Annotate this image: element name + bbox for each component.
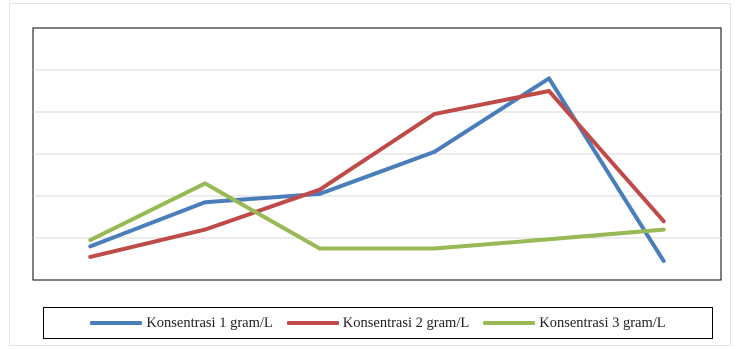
series-line-1 — [88, 76, 666, 264]
legend-item-series-3: Konsentrasi 3 gram/L — [483, 314, 666, 332]
legend-item-series-2: Konsentrasi 2 gram/L — [286, 314, 470, 332]
line-chart — [32, 27, 722, 281]
series-layer — [88, 76, 666, 264]
legend-label-series-2: Konsentrasi 2 gram/L — [342, 314, 470, 331]
legend-item-series-1: Konsentrasi 1 gram/L — [90, 314, 273, 332]
series-line-3 — [88, 181, 666, 251]
legend: Konsentrasi 1 gram/L Konsentrasi 2 gram/… — [43, 307, 713, 339]
legend-swatch-series-2 — [286, 321, 339, 325]
legend-swatch-series-1 — [90, 321, 143, 325]
legend-swatch-series-3 — [483, 321, 536, 325]
series-line-2 — [88, 89, 666, 259]
legend-label-series-1: Konsentrasi 1 gram/L — [146, 314, 273, 331]
legend-label-series-3: Konsentrasi 3 gram/L — [539, 314, 666, 331]
